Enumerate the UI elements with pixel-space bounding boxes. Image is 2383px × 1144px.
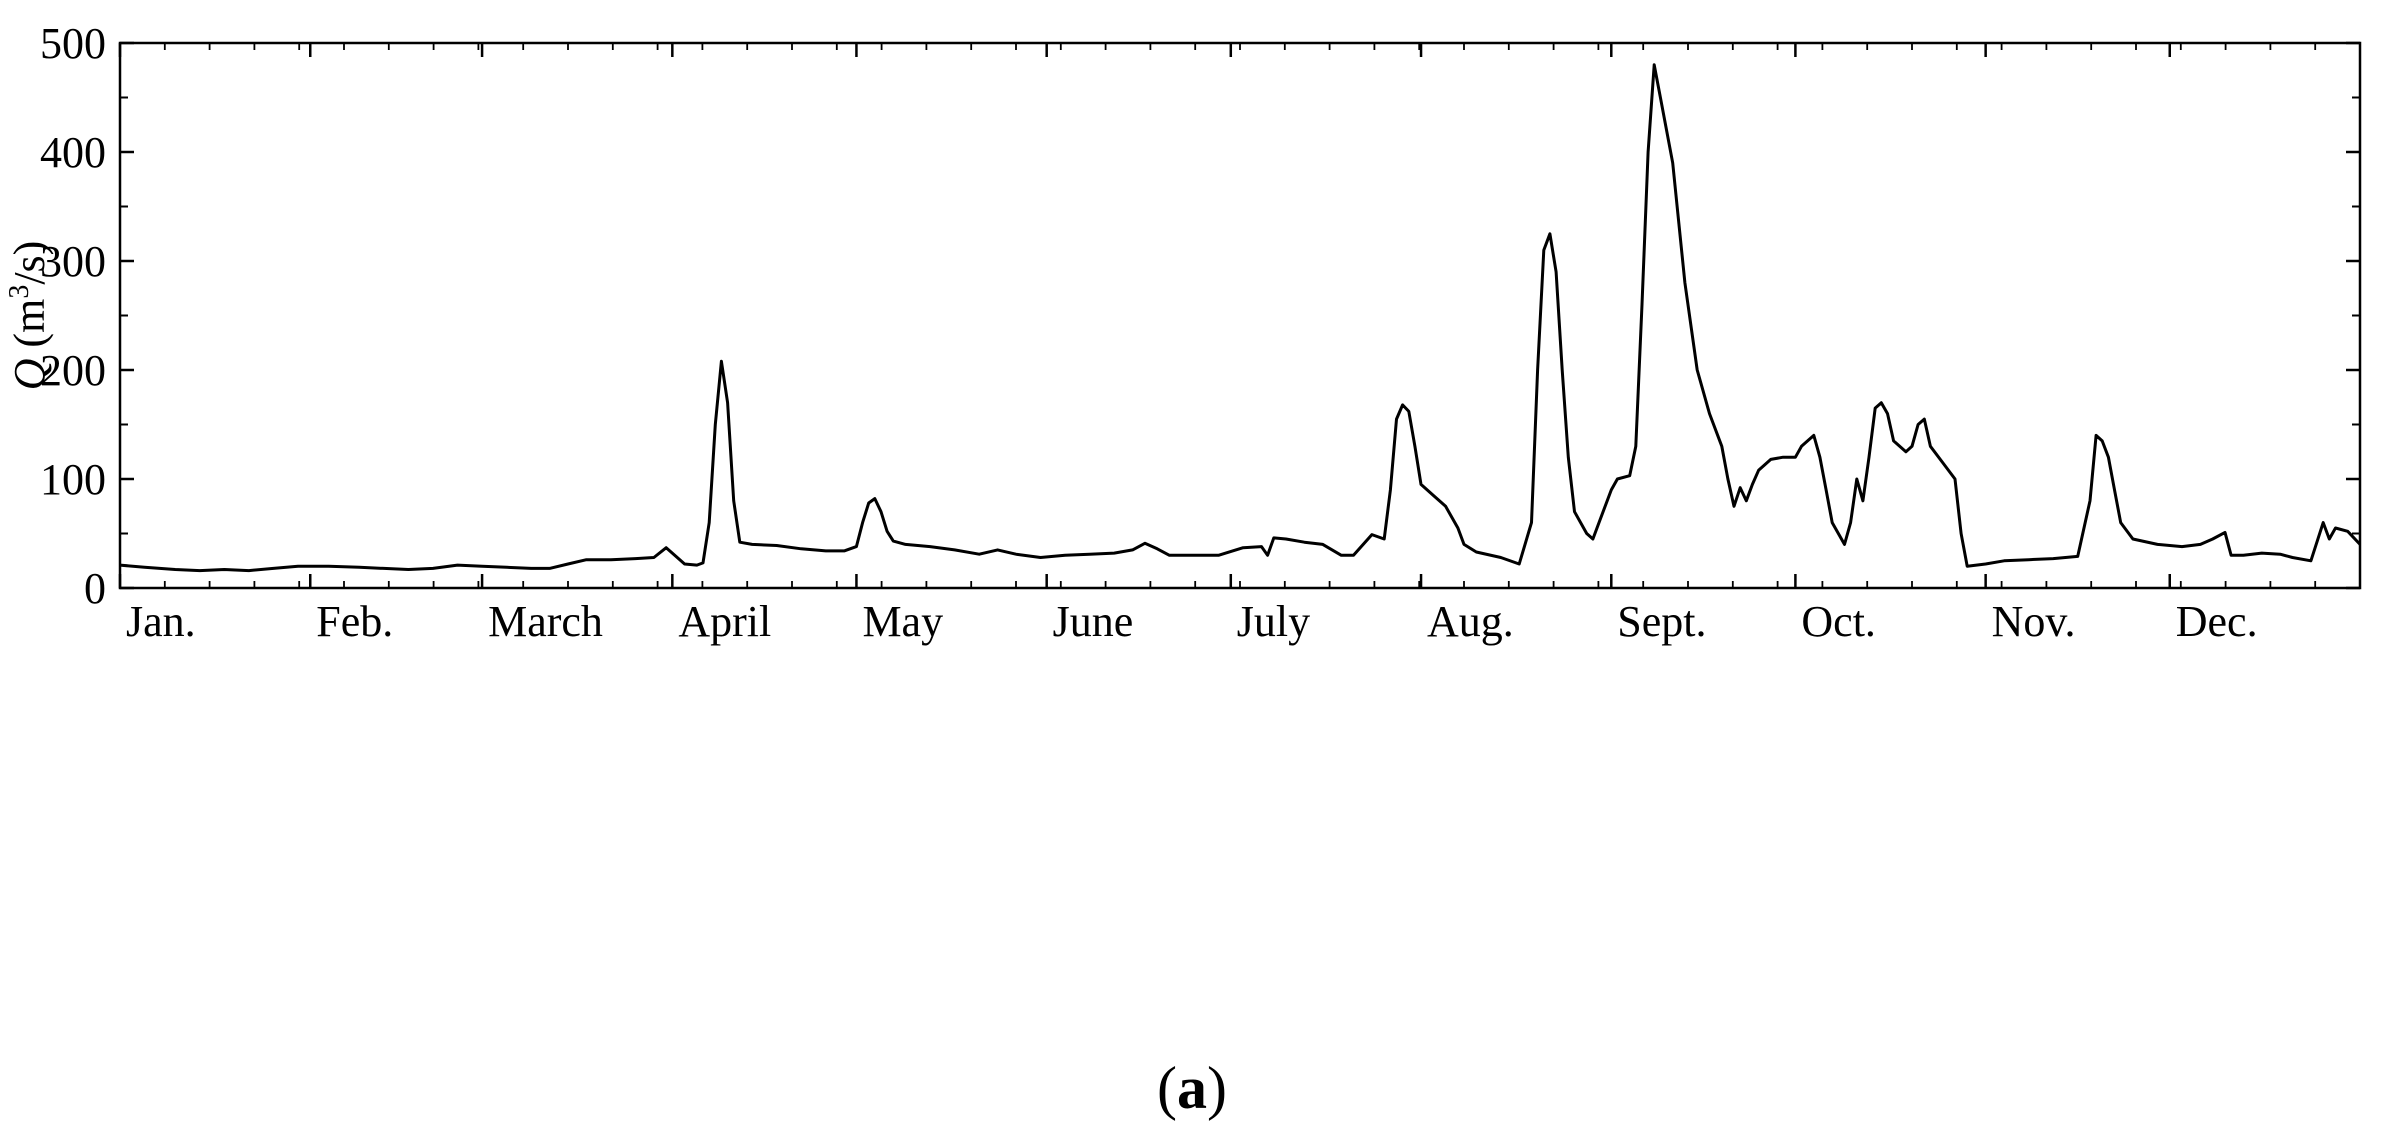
panel-label: (a)	[1157, 1055, 1227, 1121]
x-tick-label: Dec.	[2176, 597, 2258, 646]
x-tick-label: July	[1237, 597, 1310, 646]
x-tick-label: Jan.	[126, 597, 196, 646]
x-tick-label: Aug.	[1427, 597, 1514, 646]
y-axis-unit-open: (m	[5, 299, 54, 359]
y-tick-label: 0	[84, 564, 106, 613]
x-tick-label: May	[862, 597, 943, 646]
y-axis-variable: Q	[5, 359, 54, 391]
discharge-series-line	[119, 63, 2362, 573]
x-tick-label: June	[1053, 597, 1134, 646]
y-tick-label: 500	[40, 19, 106, 68]
x-tick-labels: Jan. Feb. March April May June July Aug. Sept. Oc…	[126, 597, 2258, 646]
x-tick-label: Sept.	[1617, 597, 1706, 646]
ticks-layer	[118, 41, 2360, 590]
x-tick-label: April	[678, 597, 771, 646]
y-axis-unit-close: /s)	[5, 241, 54, 285]
x-tick-label: Feb.	[316, 597, 393, 646]
y-tick-label: 100	[40, 455, 106, 504]
x-tick-label: Nov.	[1992, 597, 2076, 646]
y-tick-labels: 0 100 200 300 400 500	[40, 19, 106, 613]
y-tick-label: 200	[40, 346, 106, 395]
plot-frame	[118, 41, 2362, 590]
x-tick-label: March	[488, 597, 603, 646]
panel-label-letter: a	[1177, 1055, 1207, 1121]
y-axis-unit-sup: 3	[4, 285, 35, 299]
y-tick-label: 400	[40, 128, 106, 177]
y-tick-label: 300	[40, 237, 106, 286]
x-tick-label: Oct.	[1801, 597, 1876, 646]
y-axis-label: Q (m3/s)	[4, 241, 54, 391]
